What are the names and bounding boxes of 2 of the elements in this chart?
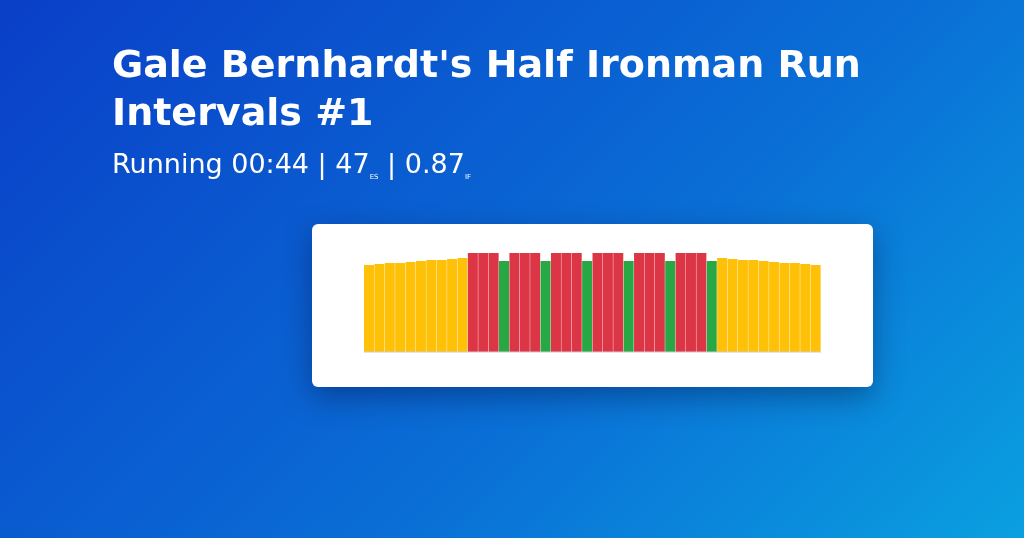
text: Running 00:44 | 47$_{ES}$ | 0.87$_{IF}$ xyxy=(112,148,472,182)
chart-title: Gale Bernhardt's Half Ironman Run Intervals #1 xyxy=(112,41,862,136)
